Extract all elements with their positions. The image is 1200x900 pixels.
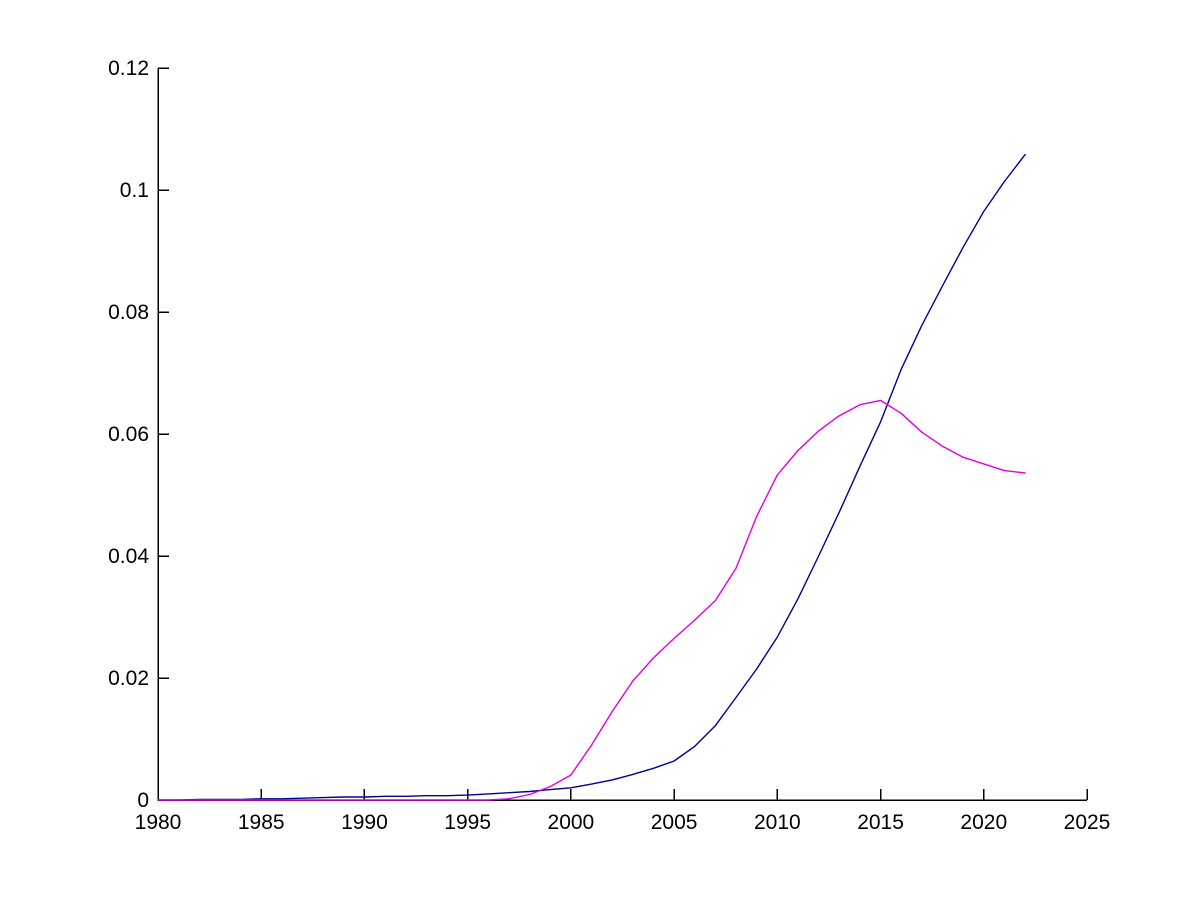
x-tick-label: 2005 (651, 811, 698, 834)
y-tick-label: 0.04 (108, 545, 149, 568)
y-tick-label: 0.02 (108, 667, 149, 690)
x-tick-label: 2025 (1064, 811, 1111, 834)
x-tick-label: 2010 (754, 811, 801, 834)
y-tick-label: 0.12 (108, 57, 149, 80)
axes (157, 68, 1087, 801)
x-tick-label: 1980 (135, 811, 182, 834)
axis-lines (157, 68, 1087, 801)
y-tick-label: 0.06 (108, 423, 149, 446)
x-tick-label: 2015 (857, 811, 904, 834)
x-tick-label: 1985 (238, 811, 285, 834)
x-tick-label: 1990 (341, 811, 388, 834)
magenta-series-line (157, 399, 1026, 801)
x-tick-label: 2000 (548, 811, 595, 834)
x-tick-label: 2020 (960, 811, 1007, 834)
blue-series-line (157, 153, 1026, 801)
x-tick-label: 1995 (444, 811, 491, 834)
axis-tick-labels: 1980 1985 1990 1995 2000 2005 2010 2015 2020 2025… (108, 57, 1110, 834)
y-tick-label: 0 (137, 789, 149, 812)
axis-ticks (157, 67, 1088, 801)
y-tick-label: 0.1 (120, 179, 149, 202)
y-tick-label: 0.08 (108, 301, 149, 324)
data-series (157, 153, 1026, 801)
